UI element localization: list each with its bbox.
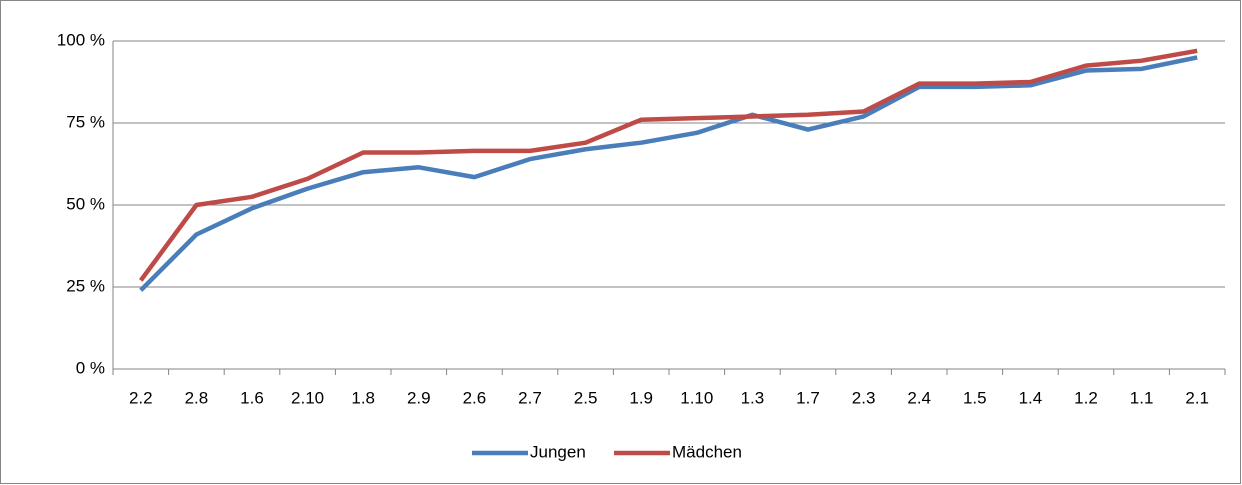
x-tick-label: 2.3: [852, 388, 876, 407]
x-tick-label: 2.8: [185, 388, 209, 407]
x-tick-label: 1.2: [1074, 388, 1098, 407]
series-line: [138, 48, 1198, 282]
x-tick-label: 1.5: [963, 388, 987, 407]
x-tick-label: 1.7: [796, 388, 820, 407]
x-tick-label: 1.1: [1130, 388, 1154, 407]
x-tick-label: 1.8: [351, 388, 375, 407]
x-tick-label: 2.6: [463, 388, 487, 407]
x-tick-label: 1.9: [629, 388, 653, 407]
y-tick-label: 100 %: [57, 30, 105, 49]
x-tick-label: 2.5: [574, 388, 598, 407]
y-tick-label: 0 %: [76, 358, 105, 377]
x-tick-label: 2.2: [129, 388, 153, 407]
x-tick-label: 1.4: [1019, 388, 1043, 407]
x-tick-label: 2.4: [907, 388, 931, 407]
x-tick-label: 1.10: [680, 388, 713, 407]
legend-label: Mädchen: [672, 442, 742, 461]
x-tick-label: 2.10: [291, 388, 324, 407]
y-tick-label: 50 %: [66, 194, 105, 213]
legend-label: Jungen: [530, 442, 586, 461]
series-line: [139, 55, 1198, 292]
x-tick-label: 2.7: [518, 388, 542, 407]
y-tick-label: 25 %: [66, 276, 105, 295]
x-tick-label: 2.1: [1185, 388, 1209, 407]
x-tick-label: 2.9: [407, 388, 431, 407]
y-tick-label: 75 %: [66, 112, 105, 131]
x-tick-label: 1.6: [240, 388, 264, 407]
x-tick-label: 1.3: [741, 388, 765, 407]
